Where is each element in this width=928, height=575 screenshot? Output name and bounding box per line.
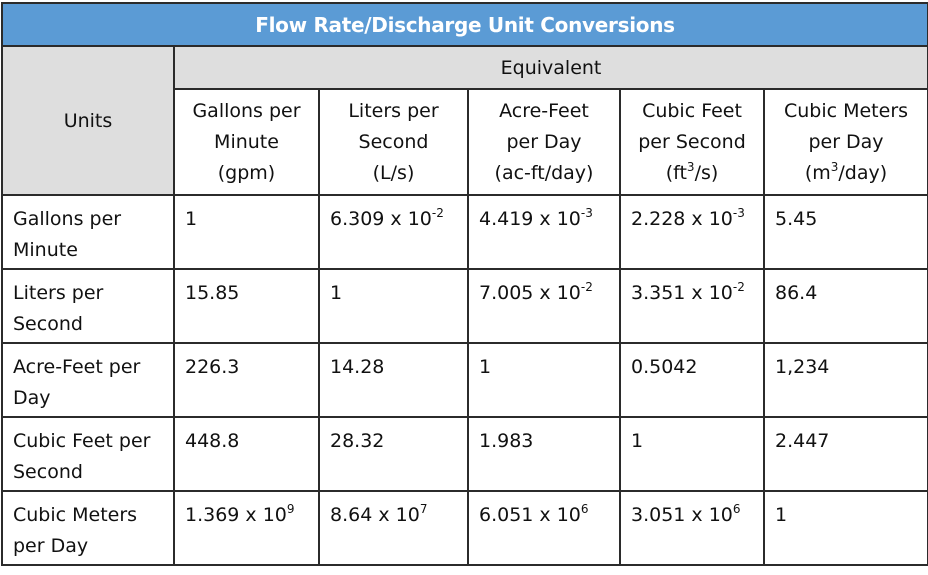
column-header-abbr: (gpm) xyxy=(217,161,276,184)
table-row: Acre-Feet per Day 226.3 14.28 1 0.5042 1,… xyxy=(1,342,928,418)
table-cell: 1 xyxy=(173,194,320,270)
table-cell: 8.64 x 107 xyxy=(318,490,469,566)
row-header: Liters per Second xyxy=(1,268,175,344)
column-header-acft-day: Acre-Feet per Day (ac-ft/day) xyxy=(467,88,621,196)
column-header-m3-day: Cubic Meters per Day (m3/day) xyxy=(762,88,928,196)
table-cell: 1 xyxy=(467,342,621,418)
column-header-line: per Second xyxy=(638,130,746,153)
column-header-line: Gallons per xyxy=(192,99,301,122)
column-header-line: Cubic Feet xyxy=(642,99,742,122)
table-cell: 1 xyxy=(318,268,469,344)
table-cell: 3.051 x 106 xyxy=(619,490,765,566)
column-header-line: Minute xyxy=(214,130,279,153)
table-cell: 448.8 xyxy=(173,416,320,492)
column-header-gpm: Gallons per Minute (gpm) xyxy=(173,88,320,196)
table-cell: 5.45 xyxy=(762,194,928,270)
equivalent-row: Units Equivalent xyxy=(1,45,928,196)
column-header-line: per Day xyxy=(506,130,582,153)
column-header-line: Cubic Meters xyxy=(783,99,909,122)
column-header-abbr: (m3/day) xyxy=(804,159,888,184)
table-cell: 1 xyxy=(619,416,765,492)
column-header-line: Liters per xyxy=(348,99,439,122)
column-header-abbr: (ft3/s) xyxy=(665,159,719,184)
table-cell: 4.419 x 10-3 xyxy=(467,194,621,270)
table-row: Cubic Feet per Second 448.8 28.32 1.983 1… xyxy=(1,416,928,492)
table-cell: 86.4 xyxy=(762,268,928,344)
table-cell: 2.228 x 10-3 xyxy=(619,194,765,270)
table-cell: 28.32 xyxy=(318,416,469,492)
column-header-abbr: (ac-ft/day) xyxy=(494,161,594,184)
table-cell: 2.447 xyxy=(762,416,928,492)
table-cell: 15.85 xyxy=(173,268,320,344)
table-cell: 1,234 xyxy=(762,342,928,418)
table-title: Flow Rate/Discharge Unit Conversions xyxy=(0,2,928,47)
row-header: Acre-Feet per Day xyxy=(1,342,175,418)
table-row: Cubic Meters per Day 1.369 x 109 8.64 x 1… xyxy=(1,490,928,566)
equivalent-header: Equivalent xyxy=(172,45,928,90)
column-header-abbr: (L/s) xyxy=(372,161,415,184)
column-header-lps: Liters per Second (L/s) xyxy=(318,88,469,196)
column-header-row: Gallons per Minute (gpm) Liters per Seco… xyxy=(2,88,928,196)
column-header-line: Second xyxy=(358,130,429,153)
table-cell: 0.5042 xyxy=(619,342,765,418)
table-cell: 7.005 x 10-2 xyxy=(467,268,621,344)
table-cell: 6.051 x 106 xyxy=(467,490,621,566)
column-header-cfs: Cubic Feet per Second (ft3/s) xyxy=(619,88,765,196)
table-cell: 3.351 x 10-2 xyxy=(619,268,765,344)
table-cell: 1 xyxy=(762,490,928,566)
table-row: Liters per Second 15.85 1 7.005 x 10-2 3.… xyxy=(1,268,928,344)
table-cell: 14.28 xyxy=(318,342,469,418)
table-cell: 1.983 xyxy=(467,416,621,492)
row-header: Gallons per Minute xyxy=(1,194,175,270)
column-header-line: per Day xyxy=(808,130,884,153)
table-row: Gallons per Minute 1 6.309 x 10-2 4.419 x… xyxy=(1,194,928,270)
table-cell: 6.309 x 10-2 xyxy=(318,194,469,270)
column-header-line: Acre-Feet xyxy=(499,99,589,122)
table-cell: 1.369 x 109 xyxy=(173,490,320,566)
table-cell: 226.3 xyxy=(173,342,320,418)
title-row: Flow Rate/Discharge Unit Conversions xyxy=(0,2,928,47)
row-header: Cubic Meters per Day xyxy=(1,490,175,566)
row-header: Cubic Feet per Second xyxy=(1,416,175,492)
units-header: Units xyxy=(1,45,175,196)
